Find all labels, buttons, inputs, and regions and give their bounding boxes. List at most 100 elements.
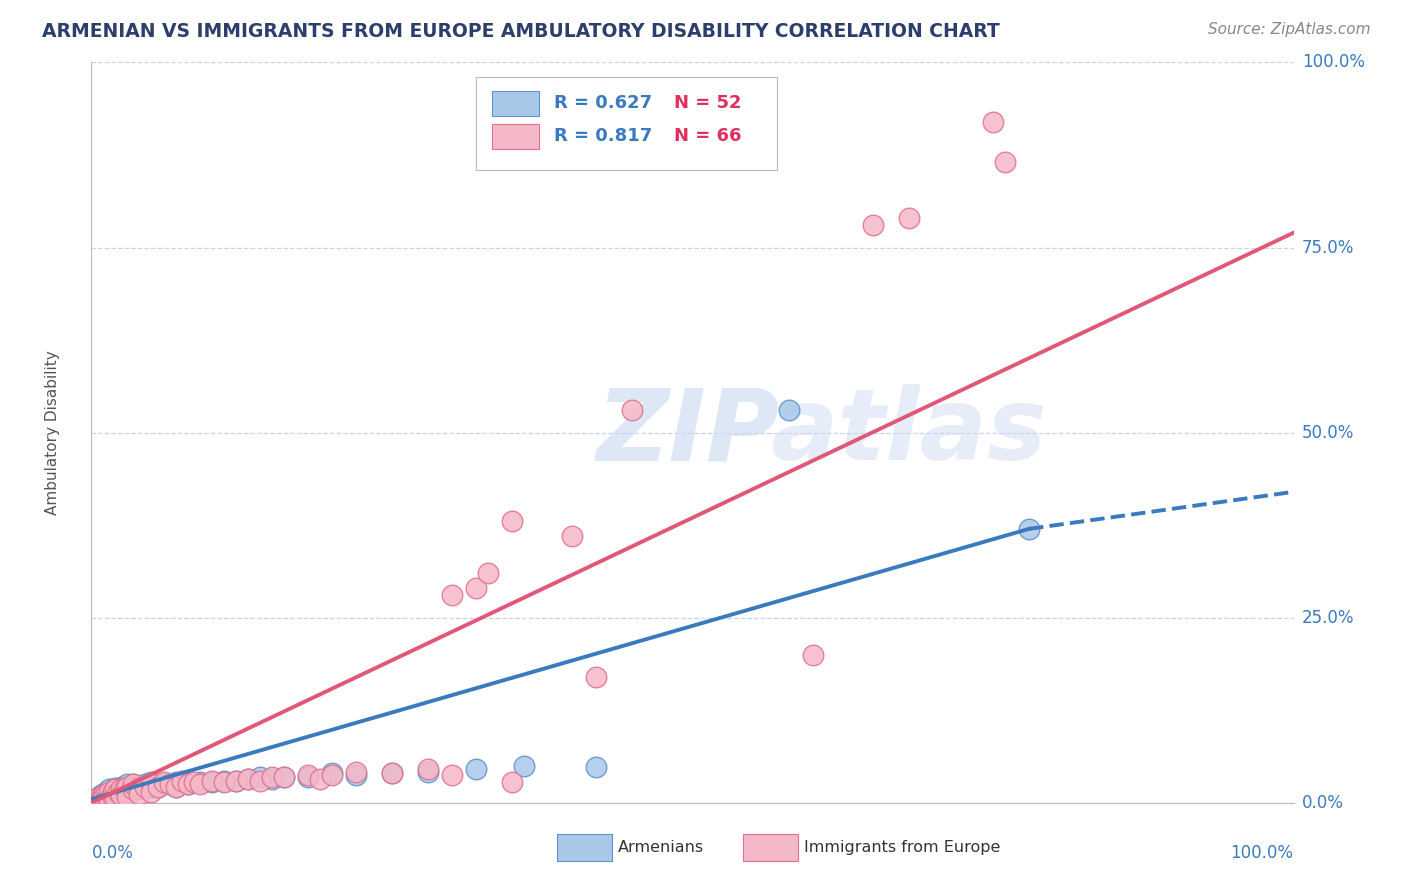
Text: Immigrants from Europe: Immigrants from Europe — [804, 839, 1001, 855]
Point — [94, 791, 117, 805]
Text: N = 66: N = 66 — [675, 128, 742, 145]
Point — [141, 780, 163, 794]
Text: atlas: atlas — [770, 384, 1047, 481]
Point — [159, 777, 181, 791]
Point — [249, 773, 271, 788]
Text: R = 0.627: R = 0.627 — [554, 95, 652, 112]
Point — [98, 792, 121, 806]
Point — [98, 785, 121, 799]
Point — [176, 777, 198, 791]
Text: 25.0%: 25.0% — [1302, 608, 1354, 627]
Text: N = 52: N = 52 — [675, 95, 742, 112]
Point — [86, 792, 108, 806]
Point — [101, 785, 124, 799]
Point — [201, 775, 224, 789]
Point — [176, 777, 198, 791]
Point — [165, 780, 187, 794]
Point — [225, 773, 247, 788]
Point — [465, 763, 488, 777]
Point — [110, 789, 132, 803]
Point — [122, 777, 145, 791]
Point — [117, 780, 139, 795]
Point — [94, 787, 117, 801]
FancyBboxPatch shape — [557, 834, 612, 861]
Point — [141, 785, 163, 799]
Point — [201, 773, 224, 788]
Point — [89, 793, 111, 807]
Point — [96, 790, 118, 805]
Point — [801, 648, 824, 662]
Text: 0.0%: 0.0% — [91, 844, 134, 862]
Point — [477, 566, 499, 581]
Point — [212, 775, 235, 789]
Point — [273, 770, 295, 784]
Point — [159, 777, 181, 791]
Point — [93, 789, 115, 803]
Text: Ambulatory Disability: Ambulatory Disability — [45, 351, 60, 515]
Point — [344, 764, 367, 779]
Point — [93, 789, 115, 804]
Point — [110, 780, 132, 794]
Point — [98, 789, 121, 803]
Point — [90, 789, 112, 803]
Point — [117, 789, 139, 804]
Text: Armenians: Armenians — [617, 839, 704, 855]
Point — [778, 403, 800, 417]
Point — [465, 581, 488, 595]
Point — [170, 773, 193, 788]
Point — [101, 787, 124, 801]
Point — [104, 790, 127, 805]
Point — [981, 114, 1004, 128]
Point — [93, 787, 115, 801]
Point — [225, 773, 247, 788]
Point — [122, 777, 145, 791]
Point — [416, 764, 439, 779]
Point — [117, 785, 139, 799]
Point — [110, 782, 132, 797]
Point — [585, 760, 607, 774]
Point — [994, 155, 1017, 169]
Point — [104, 785, 127, 799]
FancyBboxPatch shape — [492, 91, 538, 116]
Point — [117, 780, 139, 794]
Point — [165, 775, 187, 789]
Point — [621, 403, 644, 417]
Point — [146, 780, 169, 794]
Text: 50.0%: 50.0% — [1302, 424, 1354, 442]
Point — [104, 780, 127, 795]
Point — [146, 780, 169, 794]
Point — [107, 785, 129, 799]
Point — [381, 766, 404, 780]
Point — [897, 211, 920, 225]
Point — [236, 772, 259, 786]
Point — [134, 780, 156, 794]
Point — [98, 789, 121, 803]
Point — [84, 793, 107, 807]
Text: 100.0%: 100.0% — [1230, 844, 1294, 862]
Point — [104, 787, 127, 801]
Point — [134, 777, 156, 791]
Text: 100.0%: 100.0% — [1302, 54, 1365, 71]
FancyBboxPatch shape — [492, 124, 538, 149]
Point — [104, 789, 127, 803]
FancyBboxPatch shape — [477, 78, 776, 169]
Point — [165, 780, 187, 794]
Point — [94, 785, 117, 799]
Point — [561, 529, 583, 543]
Point — [122, 782, 145, 797]
Text: R = 0.817: R = 0.817 — [554, 128, 652, 145]
Point — [249, 770, 271, 784]
FancyBboxPatch shape — [742, 834, 799, 861]
Point — [104, 782, 127, 797]
Point — [152, 777, 174, 791]
Text: ARMENIAN VS IMMIGRANTS FROM EUROPE AMBULATORY DISABILITY CORRELATION CHART: ARMENIAN VS IMMIGRANTS FROM EUROPE AMBUL… — [42, 22, 1000, 41]
Point — [90, 789, 112, 804]
Point — [260, 772, 283, 786]
Point — [93, 791, 115, 805]
Point — [122, 780, 145, 795]
Point — [114, 780, 136, 795]
Point — [297, 767, 319, 781]
Point — [152, 775, 174, 789]
Point — [141, 777, 163, 791]
Point — [440, 589, 463, 603]
